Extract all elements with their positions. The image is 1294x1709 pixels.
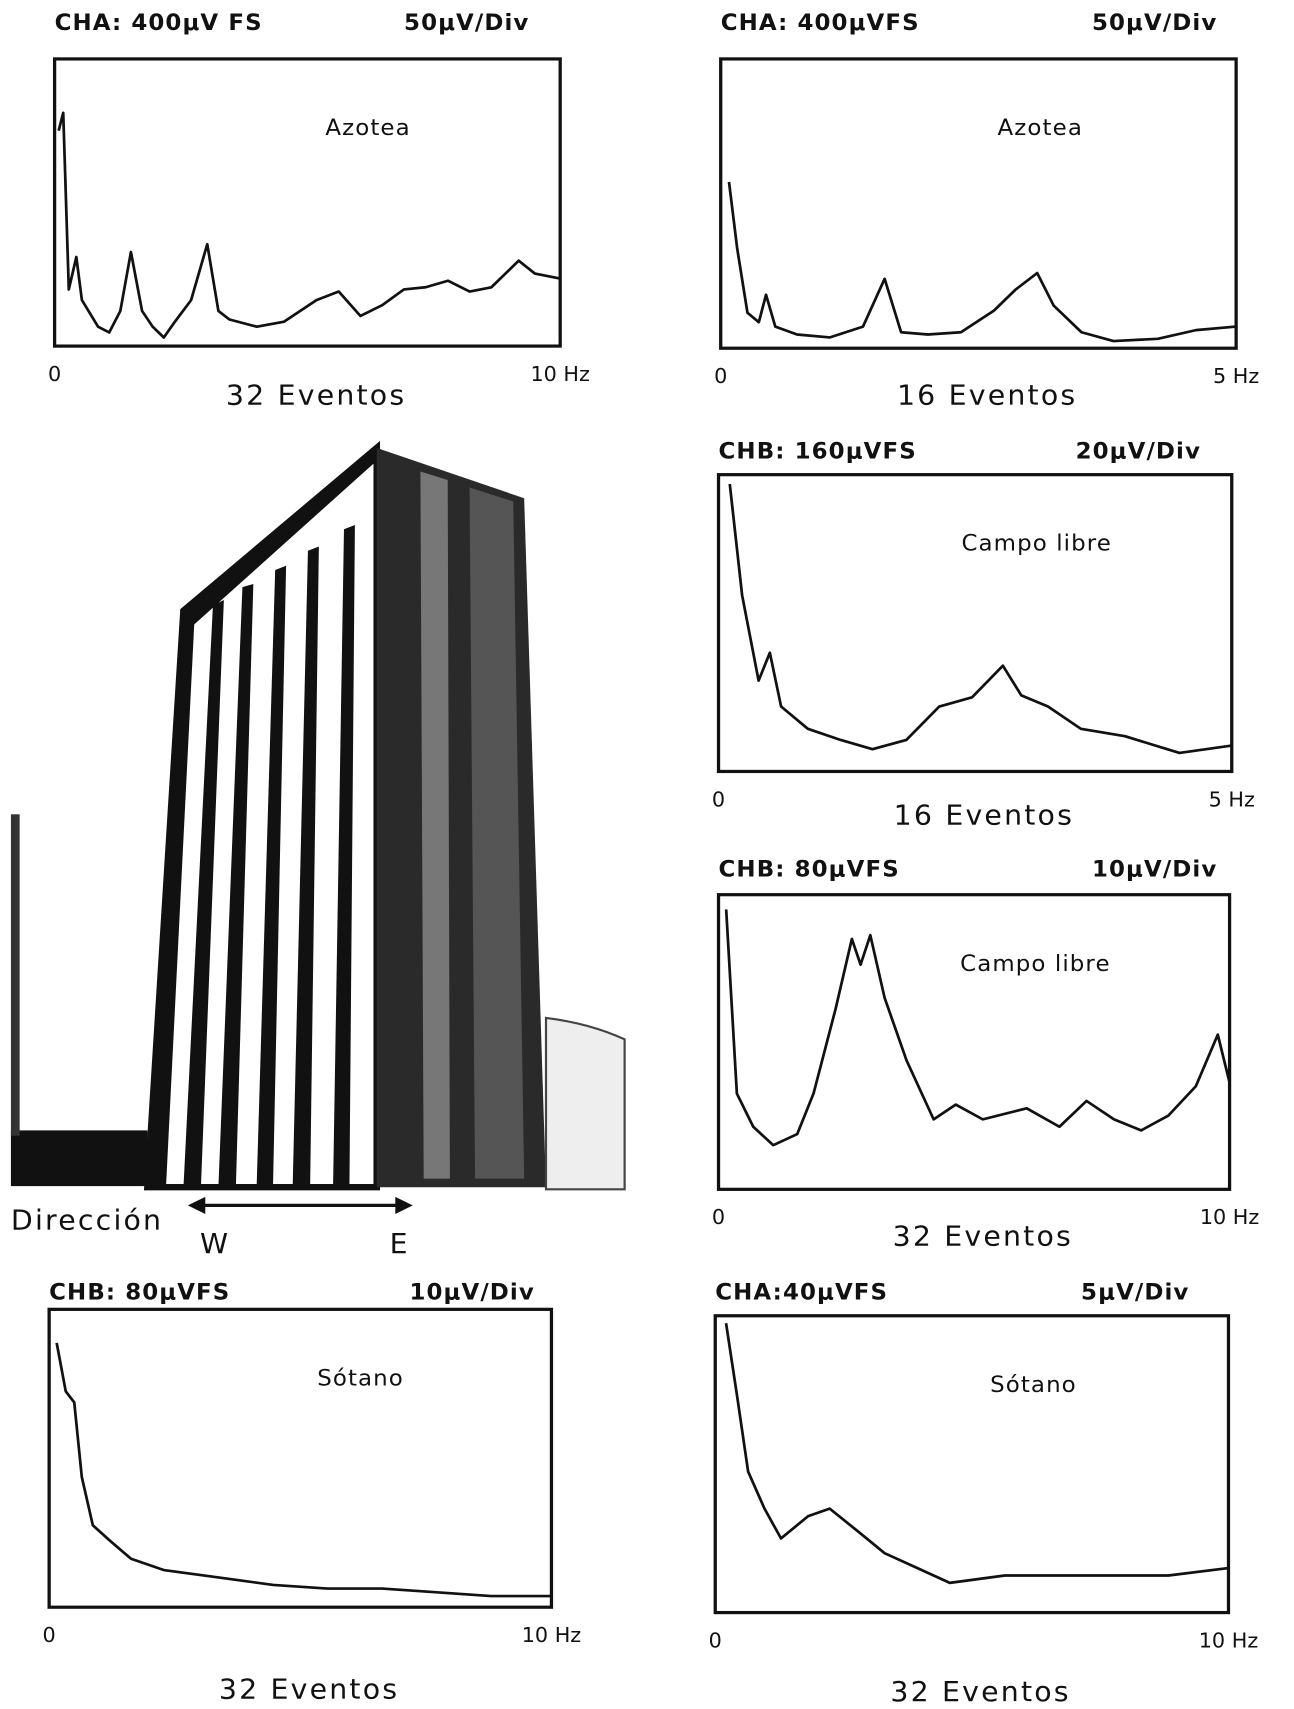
spectrum-line [727,181,1237,343]
caption: 32 Eventos [890,1675,1070,1708]
channel-header: CHA: 400μVFS [721,10,920,36]
side-texture [469,487,525,1179]
x-tick-label: 10 Hz [1200,1205,1259,1229]
channel-header: CHB: 80μVFS [49,1280,230,1306]
x-tick-label: 10 Hz [1199,1629,1258,1653]
scale-header: 50μV/Div [404,10,529,36]
x-tick-label: 5 Hz [1209,788,1255,812]
x-tick-label: 10 Hz [530,362,589,386]
pole [10,814,20,1136]
plot-frame [716,473,1234,774]
channel-header: CHB: 160μVFS [719,439,917,465]
x-tick-label: 5 Hz [1213,364,1259,388]
x-tick-label: 0 [43,1623,56,1647]
building-photo: Dirección W E [10,440,626,1260]
location-label: Campo libre [961,531,1112,557]
location-label: Azotea [325,115,410,141]
arrow-head [187,1196,206,1214]
spectrum-line [724,1322,1229,1585]
scale-header: 10μV/Div [409,1280,534,1306]
location-label: Campo libre [960,951,1111,977]
x-tick-label: 0 [712,1205,725,1229]
plot-frame [713,1314,1231,1615]
location-label: Azotea [998,115,1083,141]
low-building [10,1130,148,1187]
direction-label: Dirección [11,1204,163,1237]
location-label: Sótano [990,1372,1077,1398]
spectrum-line [728,483,1232,755]
location-label: Sótano [317,1366,404,1392]
tree [544,1016,626,1191]
west-label: W [200,1227,230,1260]
roof-edge [180,447,377,633]
spectrum-line [724,909,1231,1147]
side-texture [420,471,450,1179]
east-label: E [390,1227,410,1260]
scale-header: 20μV/Div [1076,439,1201,465]
caption: 16 Eventos [894,799,1074,832]
plot-frame [716,893,1232,1191]
scale-header: 50μV/Div [1092,10,1217,36]
spectrum-line [57,111,561,339]
arrow-head [395,1196,413,1214]
caption: 32 Eventos [219,1673,399,1706]
scale-header: 5μV/Div [1081,1280,1189,1306]
plot-frame [52,57,562,348]
caption: 32 Eventos [893,1220,1073,1253]
caption: 32 Eventos [226,379,406,412]
spectrum-line [55,1342,552,1598]
x-tick-label: 0 [48,362,61,386]
x-tick-label: 10 Hz [522,1623,581,1647]
x-tick-label: 0 [714,364,727,388]
channel-header: CHB: 80μVFS [719,857,900,883]
columns [147,525,355,1188]
x-tick-label: 0 [712,788,725,812]
channel-header: CHA:40μVFS [715,1280,888,1306]
plot-frame [719,57,1238,350]
caption: 16 Eventos [897,379,1077,412]
channel-header: CHA: 400μV FS [55,10,263,36]
plot-frame [47,1307,554,1609]
x-tick-label: 0 [709,1629,722,1653]
scale-header: 10μV/Div [1092,857,1217,883]
